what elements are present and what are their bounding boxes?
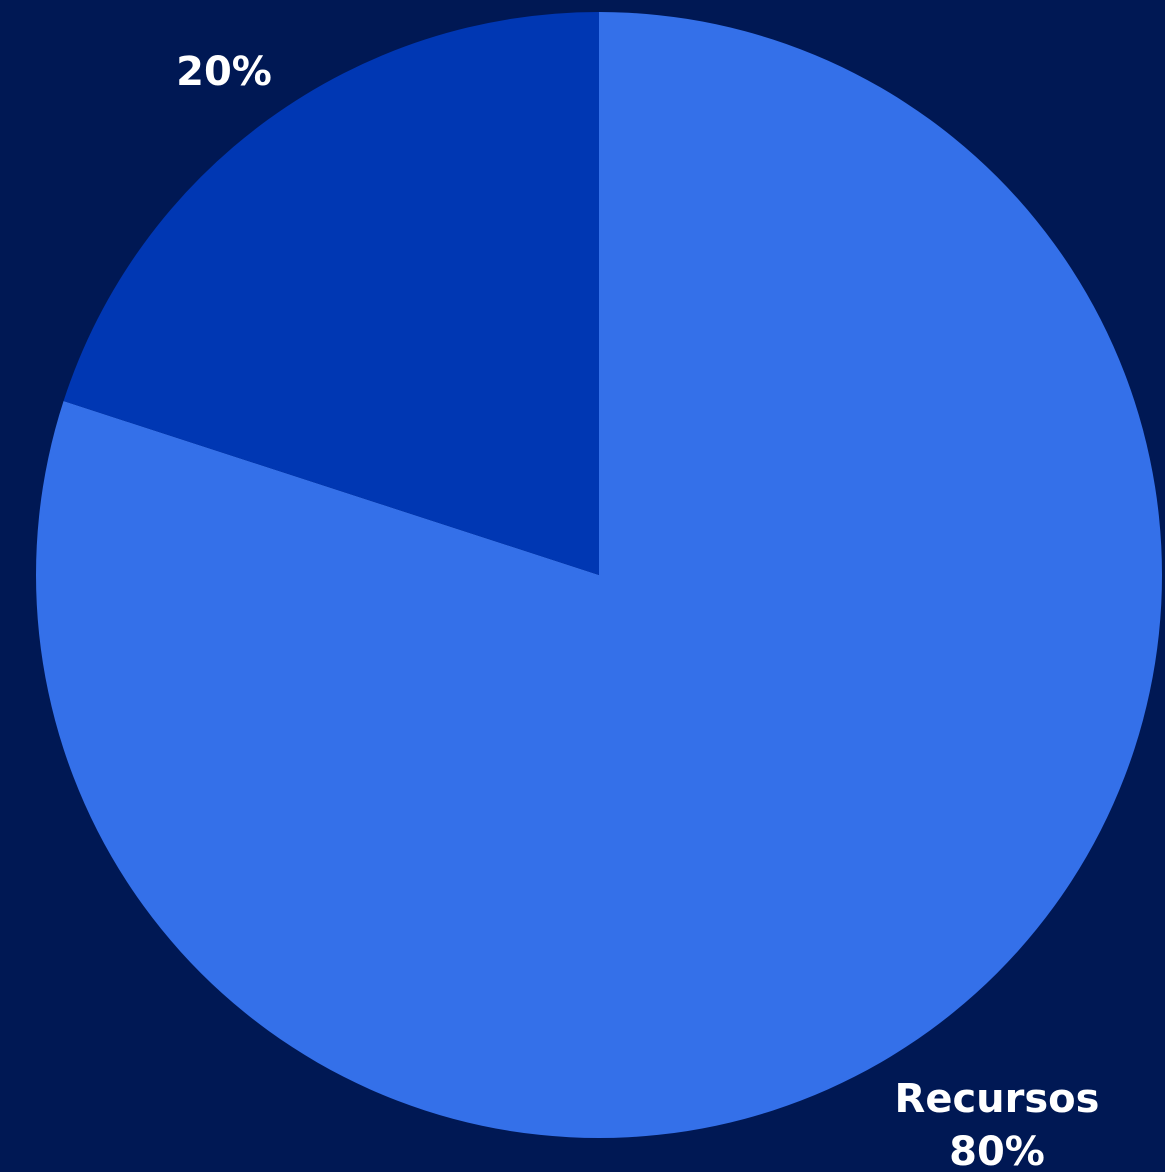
slice-label-other-percent: 20% xyxy=(176,49,272,95)
pie-slices xyxy=(36,12,1162,1138)
slice-label-recursos-name: Recursos xyxy=(895,1076,1100,1122)
slice-label-recursos-percent: 80% xyxy=(949,1129,1045,1172)
